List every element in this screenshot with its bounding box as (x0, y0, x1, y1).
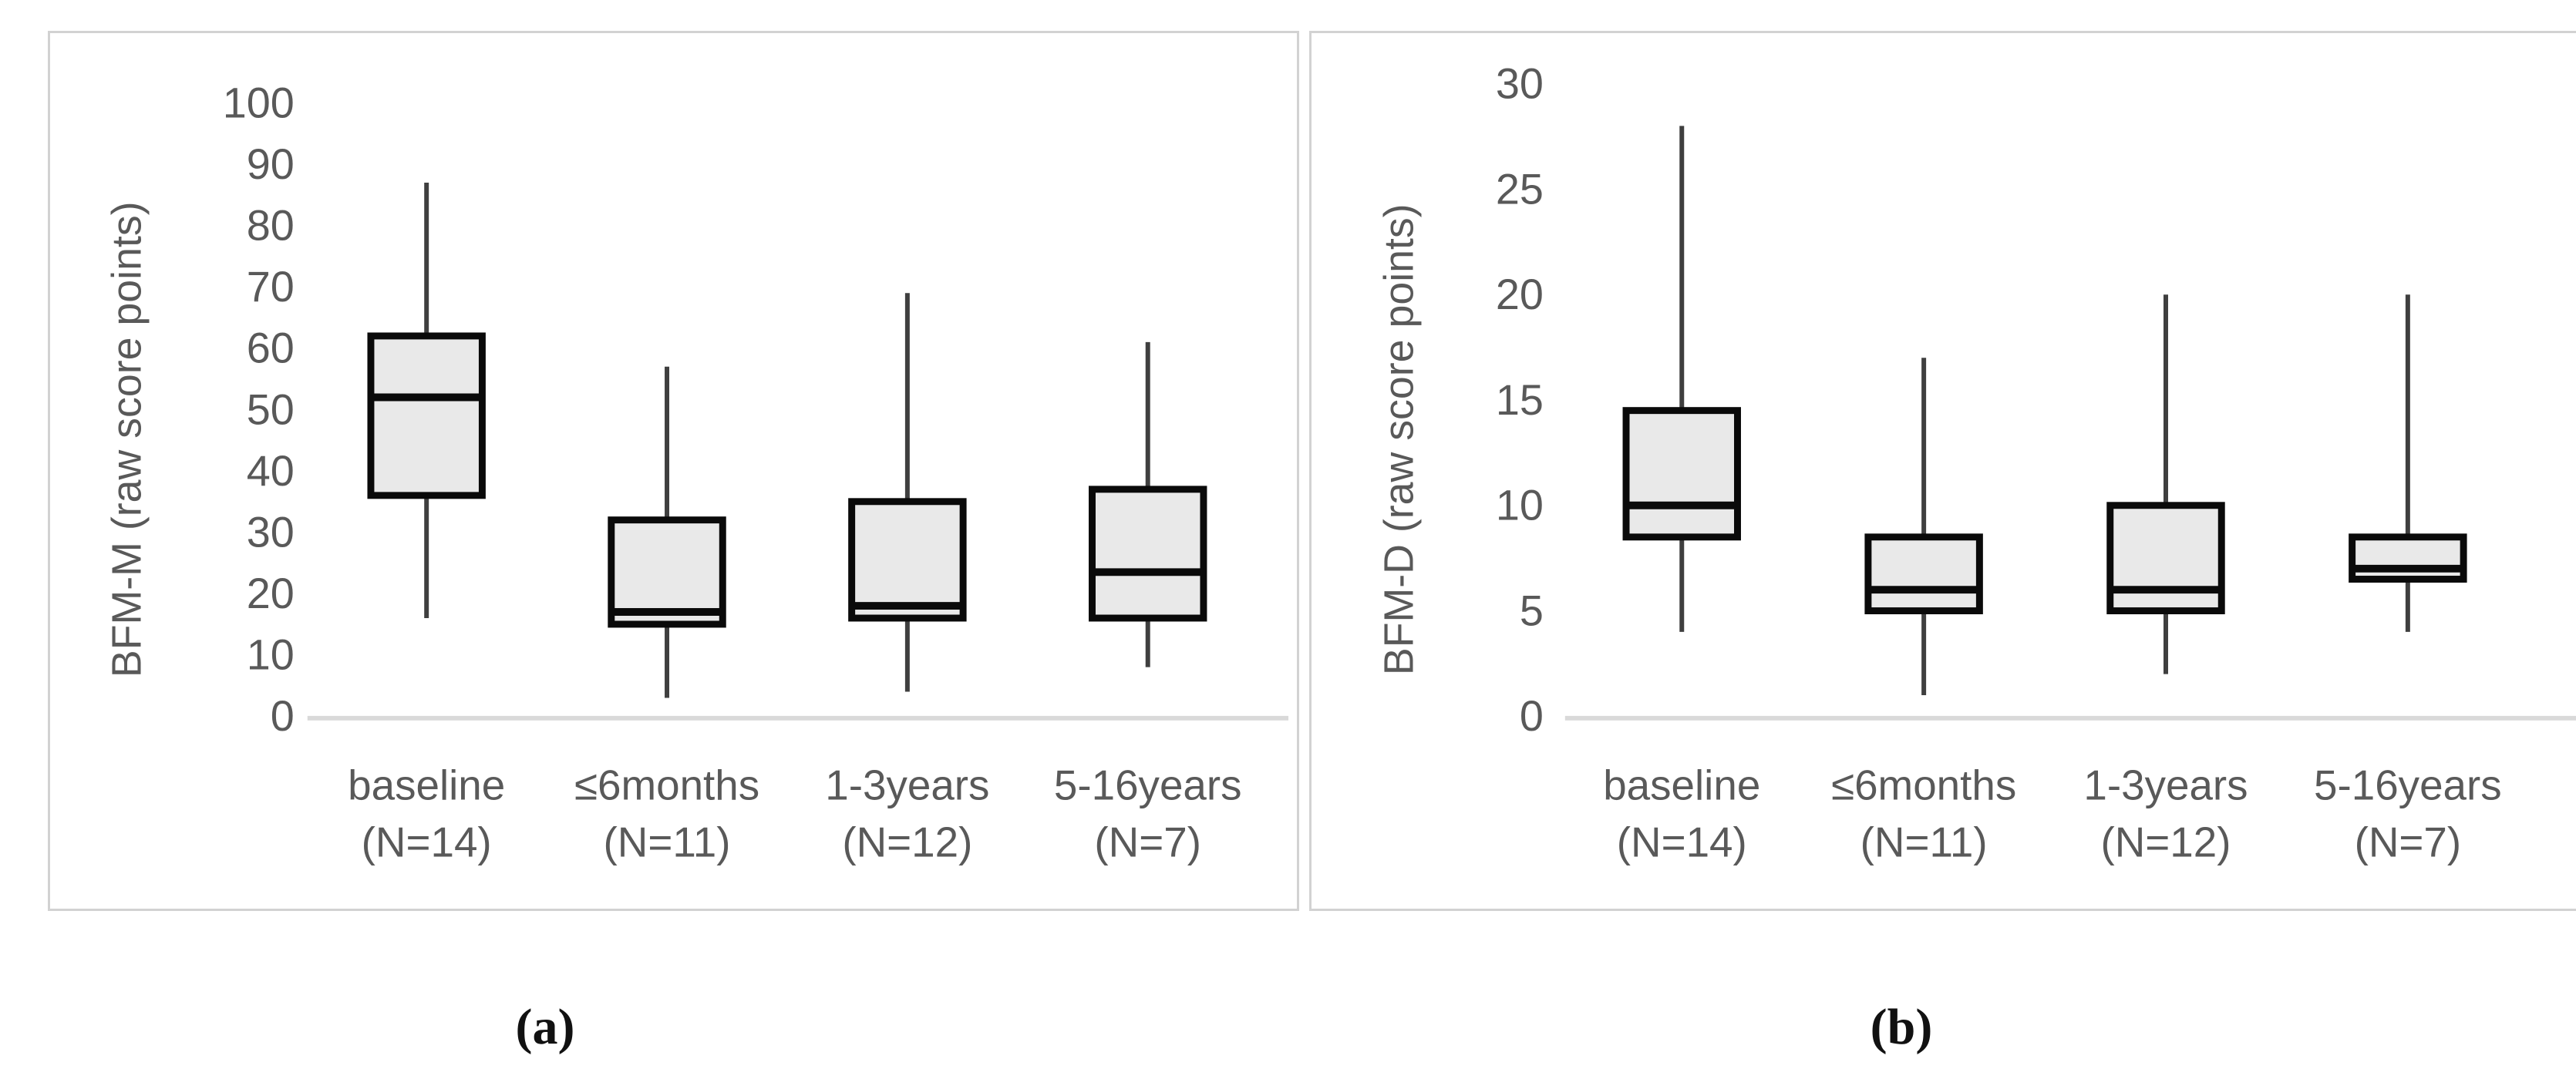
x-category-label: baseline (1603, 761, 1760, 809)
x-category-label: ≤6months (574, 761, 759, 809)
y-tick-label: 10 (247, 631, 295, 679)
panel-caption-b: (b) (1870, 999, 1933, 1055)
boxplot-panel-a: BFM-M (raw score points) 0 10 20 30 40 50 60 70 8… (48, 31, 1299, 911)
x-category-n-label: (N=7) (1094, 818, 1201, 865)
y-tick-label: 70 (247, 263, 295, 311)
iqr-box (608, 516, 726, 628)
y-axis-title: BFM-M (raw score points) (104, 201, 150, 677)
y-tick-label: 60 (247, 324, 295, 372)
y-tick-label: 20 (247, 570, 295, 617)
x-category-label: ≤6months (1831, 761, 2016, 809)
boxplot-chart-a: BFM-M (raw score points) 0 10 20 30 40 50 60 70 8… (104, 79, 1289, 865)
y-tick-label: 0 (271, 692, 295, 740)
x-category-label: 1-3years (2083, 761, 2248, 809)
y-tick-label: 50 (247, 385, 295, 433)
y-tick-label: 0 (1520, 692, 1544, 740)
y-tick-label: 10 (1496, 482, 1544, 529)
y-tick-label: 90 (247, 140, 295, 188)
iqr-box (1864, 533, 1983, 615)
y-tick-label: 25 (1496, 165, 1544, 213)
x-category-n-label: (N=12) (2100, 818, 2231, 865)
y-tick-label: 100 (223, 79, 295, 126)
x-category-n-label: (N=12) (842, 818, 972, 865)
boxplot-chart-b: BFM-D (raw score points) 0 5 10 15 20 25 30 base… (1376, 60, 2576, 865)
iqr-box (2349, 533, 2467, 583)
x-category-n-label: (N=7) (2355, 818, 2462, 865)
x-category-label: 5-16years (2314, 761, 2502, 809)
iqr-box (1089, 486, 1207, 622)
x-category-n-label: (N=11) (1860, 818, 1988, 865)
x-category-label: 1-3years (825, 761, 989, 809)
y-tick-label: 40 (247, 447, 295, 495)
y-tick-label: 20 (1496, 271, 1544, 318)
y-tick-label: 30 (1496, 60, 1544, 108)
iqr-box (848, 498, 967, 622)
x-category-n-label: (N=14) (1617, 818, 1747, 865)
x-category-n-label: (N=11) (604, 818, 731, 865)
x-category-label: baseline (348, 761, 505, 809)
iqr-box (1622, 407, 1741, 541)
x-category-n-label: (N=14) (362, 818, 492, 865)
y-axis-title: BFM-D (raw score points) (1376, 203, 1422, 675)
y-tick-label: 80 (247, 202, 295, 250)
panel-caption-a: (a) (515, 999, 575, 1055)
iqr-box (2106, 502, 2225, 615)
y-tick-label: 15 (1496, 376, 1544, 424)
y-tick-label: 30 (247, 509, 295, 556)
boxplot-panel-b: BFM-D (raw score points) 0 5 10 15 20 25 30 base… (1309, 31, 2576, 911)
iqr-box (367, 332, 486, 499)
x-category-label: 5-16years (1054, 761, 1242, 809)
y-tick-label: 5 (1520, 587, 1544, 634)
